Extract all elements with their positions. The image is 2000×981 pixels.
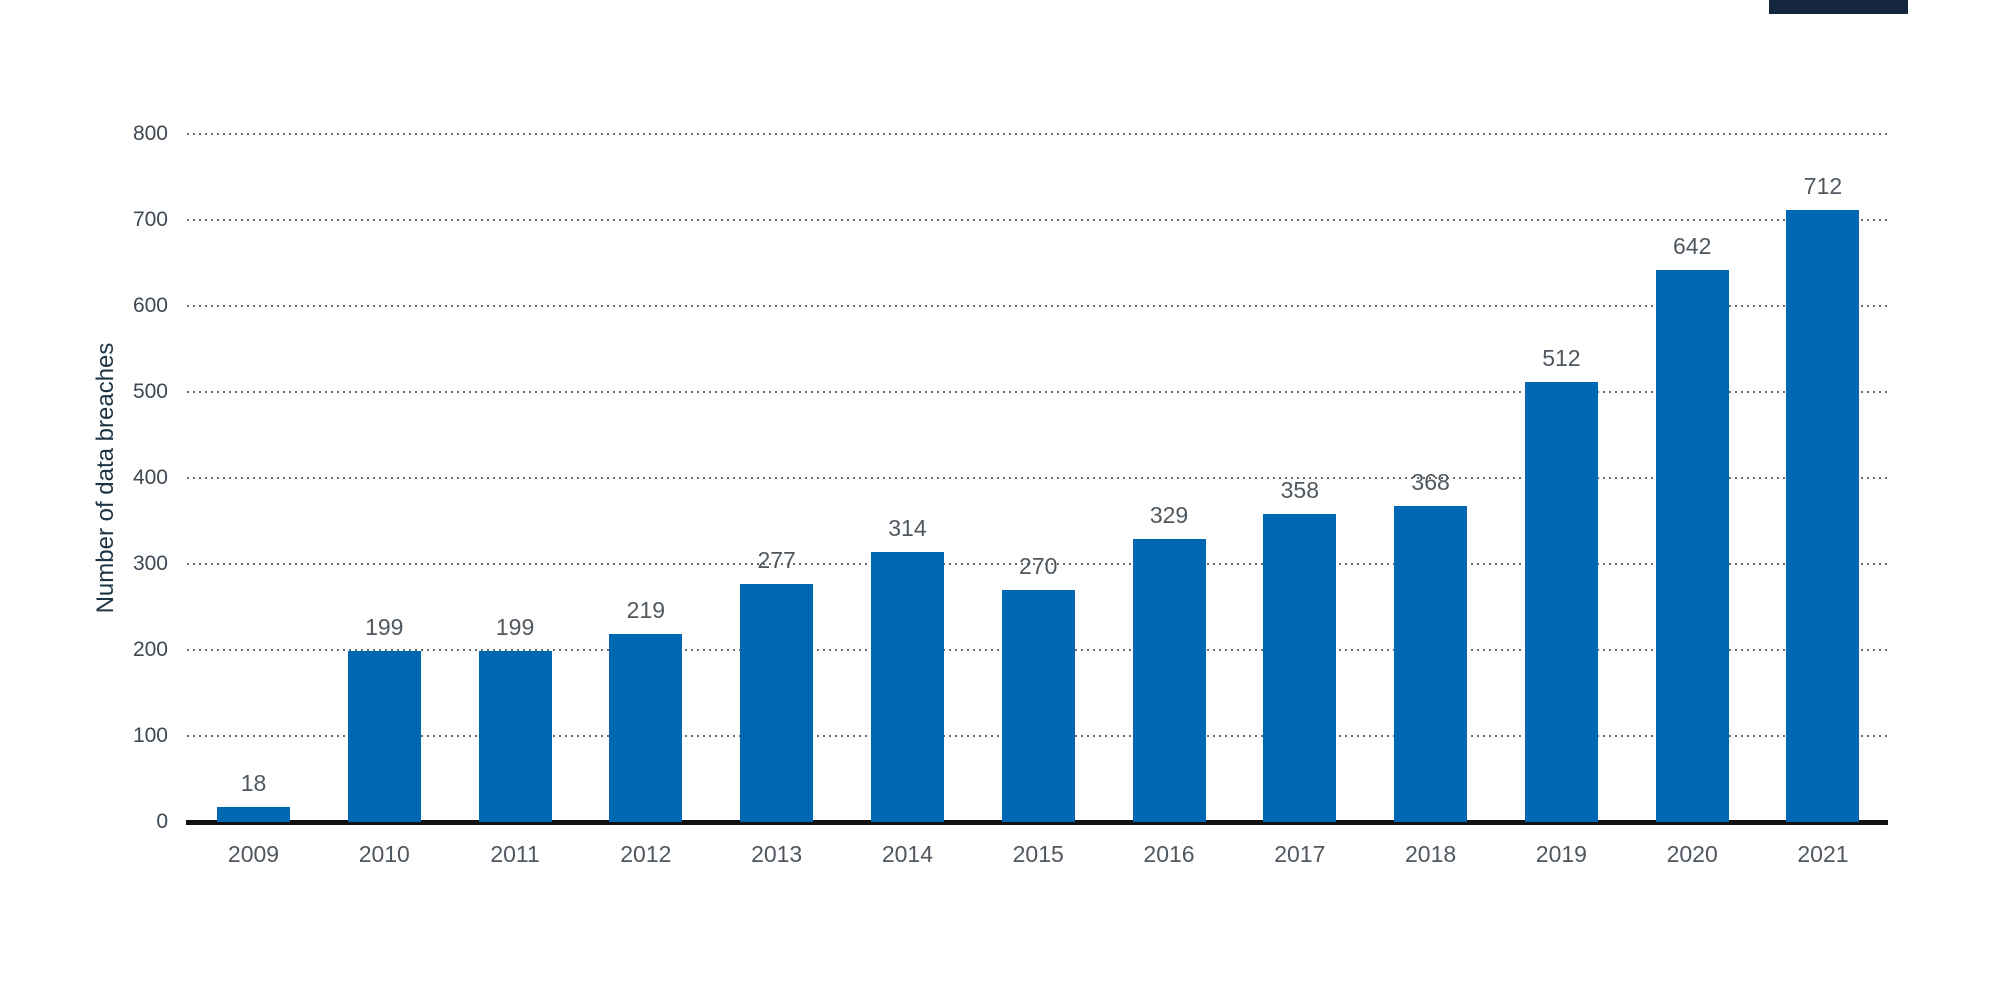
bar-value-label-2010: 199 [365, 613, 404, 640]
x-axis-line [186, 820, 1888, 825]
y-tick-label-400: 400 [132, 466, 168, 489]
y-tick-label-700: 700 [132, 208, 168, 231]
bar-2019[interactable] [1524, 381, 1598, 822]
y-tick-label-800: 800 [132, 122, 168, 145]
bar-2016[interactable] [1132, 539, 1206, 822]
y-tick-label-200: 200 [132, 638, 168, 661]
x-tick-label-2016: 2016 [1143, 841, 1195, 867]
gridline-400 [187, 477, 1890, 479]
x-tick-label-2017: 2017 [1274, 841, 1326, 867]
bar-2012[interactable] [609, 633, 683, 822]
bar-value-label-2011: 199 [495, 613, 535, 640]
x-tick-label-2012: 2012 [620, 841, 672, 867]
x-tick-label-2010: 2010 [358, 841, 410, 867]
x-tick-label-2014: 2014 [881, 841, 934, 867]
bar-value-label-2012: 219 [626, 596, 666, 623]
bar-value-label-2017: 358 [1280, 477, 1319, 504]
x-tick-label-2013: 2013 [751, 841, 803, 867]
gridline-700 [187, 219, 1890, 221]
gridline-500 [187, 391, 1890, 393]
y-tick-label-500: 500 [132, 380, 168, 403]
x-tick-label-2020: 2020 [1666, 841, 1718, 867]
gridline-300 [187, 563, 1890, 565]
bar-2018[interactable] [1394, 505, 1468, 822]
bar-2017[interactable] [1263, 514, 1337, 822]
x-tick-label-2011: 2011 [490, 841, 540, 867]
gridline-800 [187, 133, 1890, 135]
y-tick-label-300: 300 [132, 552, 168, 575]
cropped-ui-element[interactable] [1769, 0, 1908, 14]
bar-value-label-2018: 368 [1411, 468, 1450, 495]
bar-2010[interactable] [347, 650, 421, 822]
bar-value-label-2021: 712 [1803, 172, 1843, 199]
x-tick-label-2019: 2019 [1535, 841, 1587, 867]
y-tick-label-100: 100 [132, 724, 168, 747]
y-tick-label-600: 600 [132, 294, 168, 317]
bar-2013[interactable] [740, 583, 814, 822]
x-tick-label-2021: 2021 [1797, 841, 1849, 867]
x-tick-label-2009: 2009 [227, 841, 280, 867]
bar-value-label-2013: 277 [757, 546, 796, 573]
bar-2011[interactable] [478, 650, 552, 822]
bar-value-label-2016: 329 [1149, 502, 1189, 529]
x-tick-label-2015: 2015 [1012, 841, 1064, 867]
bar-value-label-2015: 270 [1019, 552, 1058, 579]
bar-2009[interactable] [217, 806, 290, 822]
bar-value-label-2014: 314 [888, 514, 927, 541]
bar-value-label-2020: 642 [1673, 232, 1712, 259]
bar-2020[interactable] [1655, 269, 1729, 822]
x-tick-label-2018: 2018 [1405, 841, 1457, 867]
bar-2021[interactable] [1786, 209, 1860, 822]
bar-2014[interactable] [870, 551, 944, 822]
y-tick-label-0: 0 [156, 810, 168, 833]
bar-2015[interactable] [1001, 589, 1075, 822]
bar-value-label-2009: 18 [240, 769, 267, 796]
gridline-600 [187, 305, 1890, 307]
bar-value-label-2019: 512 [1542, 344, 1581, 371]
